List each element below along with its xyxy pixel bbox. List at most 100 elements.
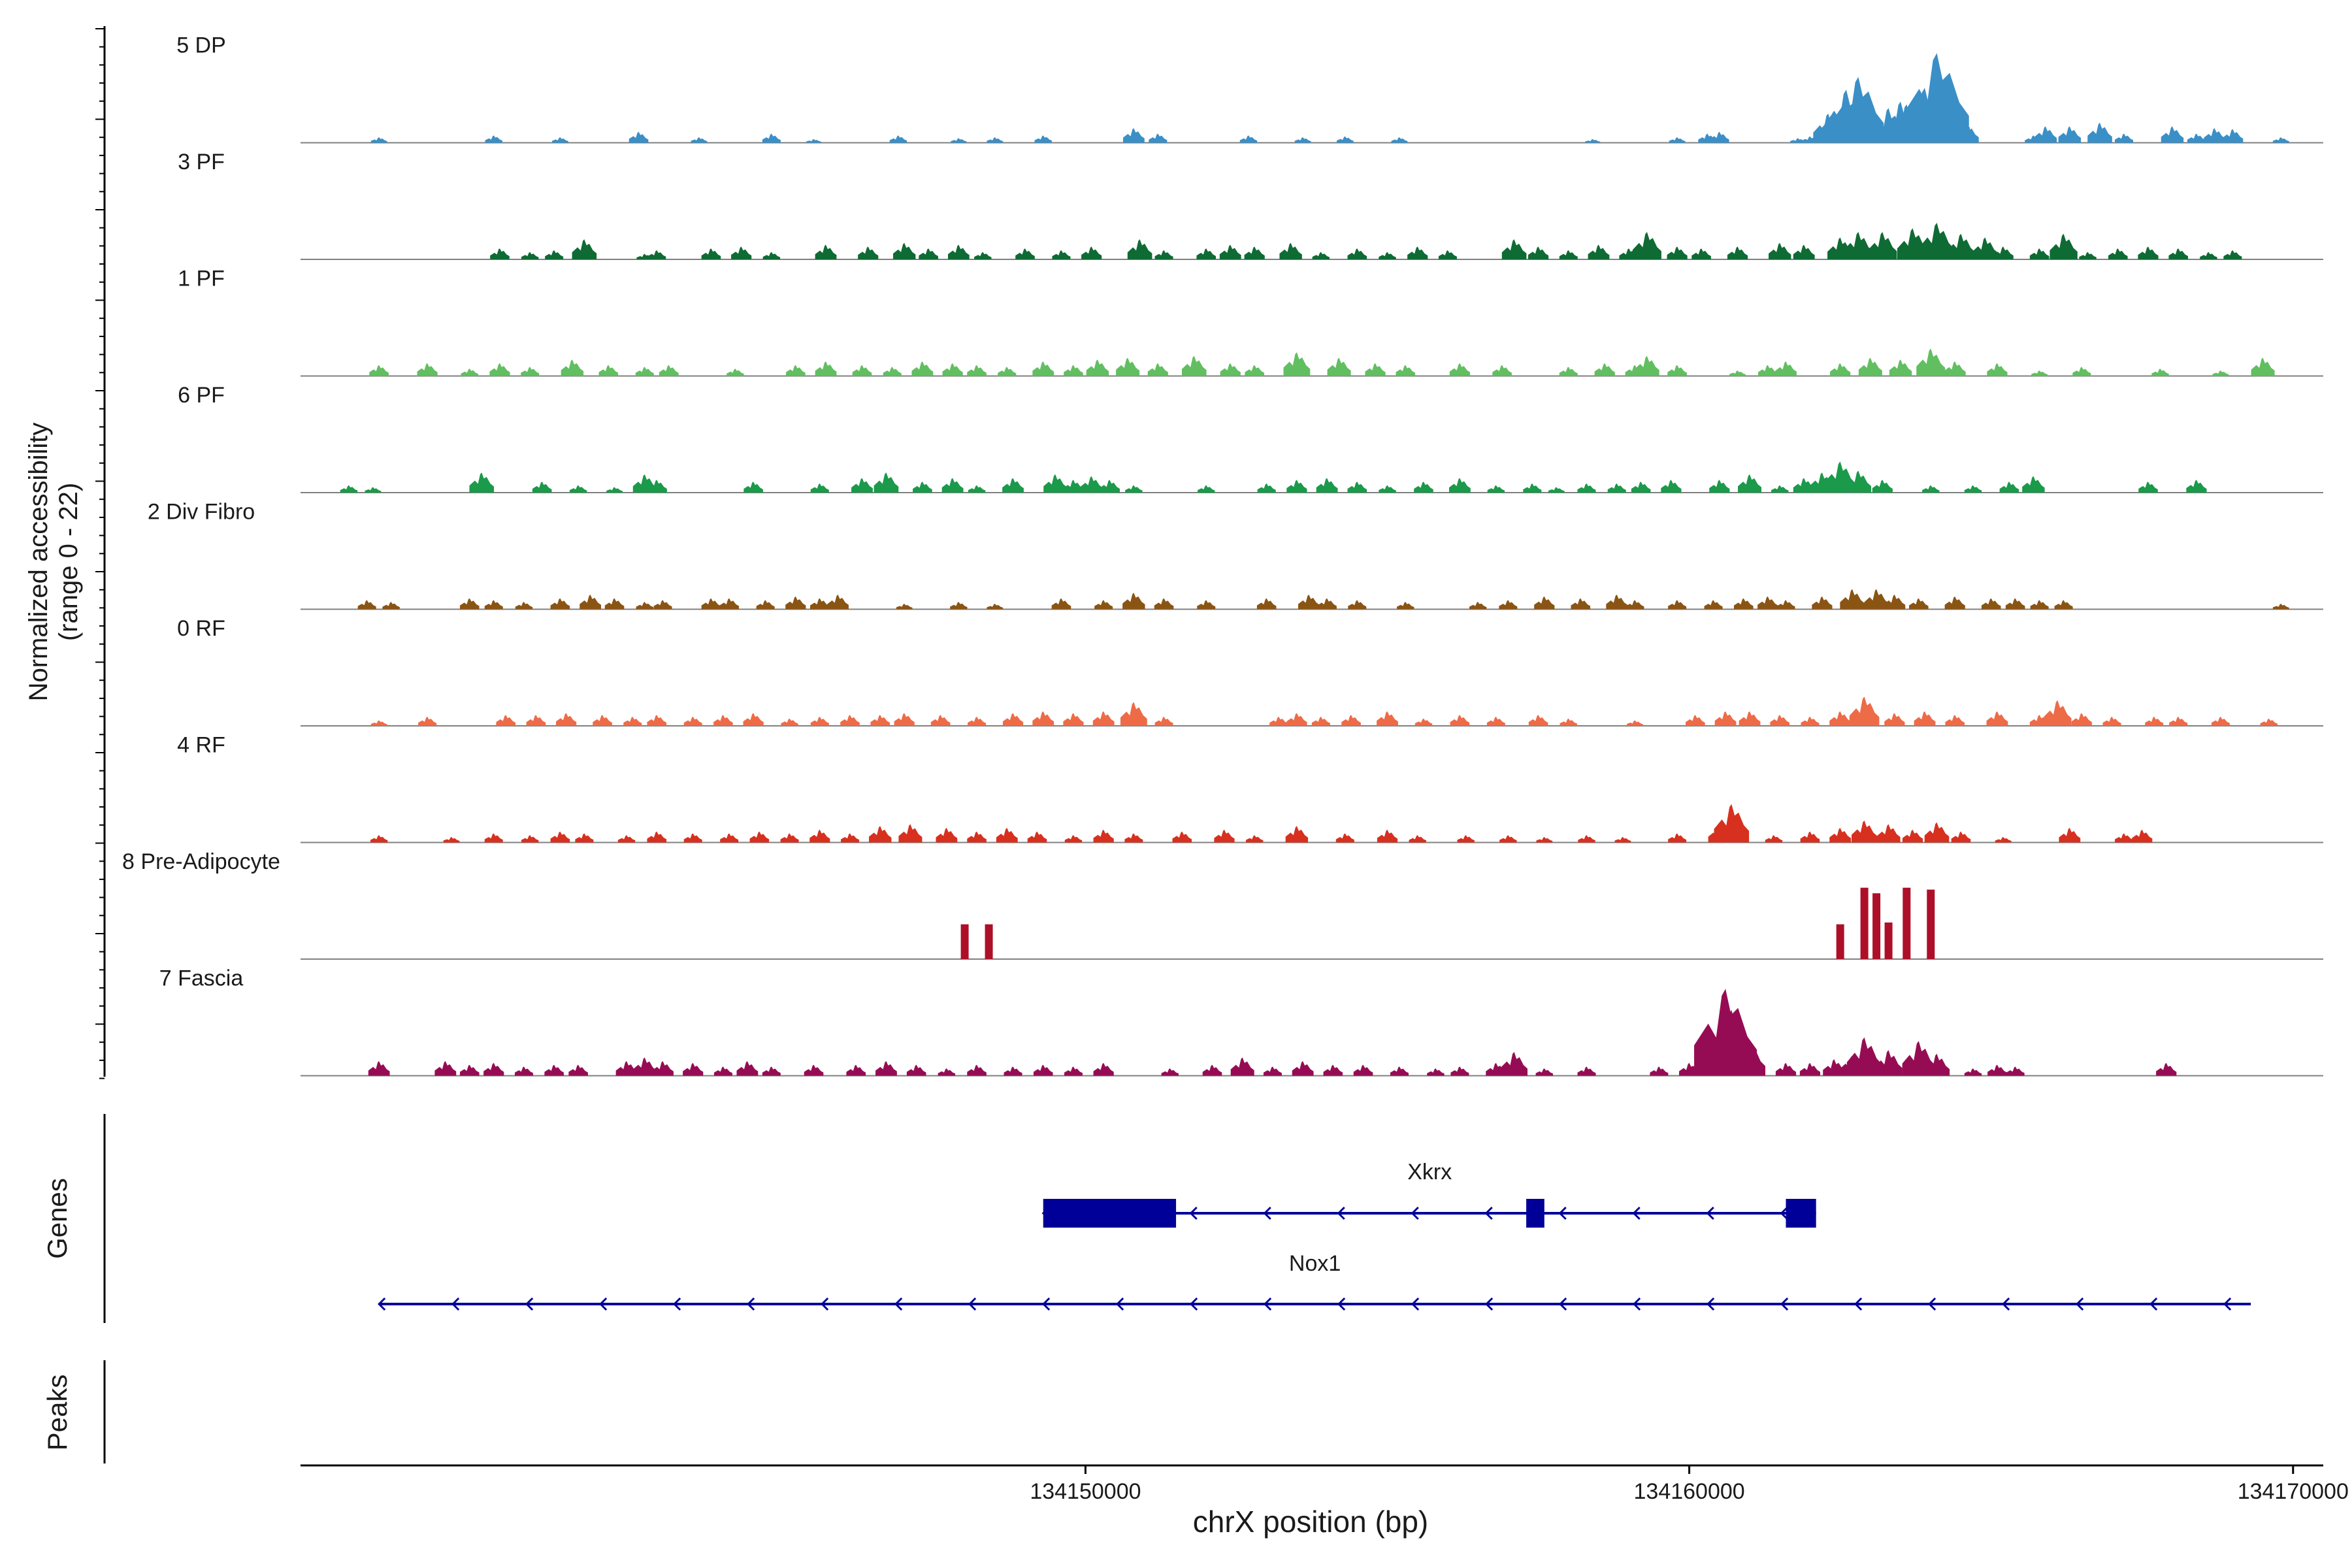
- genes-track-label: Genes: [42, 1178, 73, 1259]
- coverage-peak: [340, 485, 358, 493]
- coverage-peak: [2251, 357, 2275, 376]
- coverage-peak: [1909, 598, 1929, 610]
- coverage-peak: [1964, 485, 1982, 493]
- strand-arrow: [2076, 1297, 2084, 1311]
- coverage-peak: [869, 826, 892, 843]
- coverage-peak: [1450, 1066, 1469, 1076]
- coverage-peak: [2072, 367, 2091, 376]
- coverage-peak: [550, 831, 570, 843]
- coverage-peak: [1246, 835, 1264, 843]
- coverage-peak: [1257, 483, 1276, 493]
- coverage-peak: [417, 363, 438, 376]
- coverage-peak: [484, 833, 503, 843]
- track-8: 7 Fascia: [159, 966, 2323, 1077]
- coverage-peak: [841, 833, 860, 843]
- x-tick-label: 134160000: [1634, 1479, 1745, 1504]
- coverage-peak: [1578, 835, 1595, 843]
- coverage-peak: [1944, 596, 1965, 610]
- coverage-peak: [1669, 137, 1686, 143]
- track-label: 7 Fascia: [159, 966, 244, 991]
- coverage-peak: [1945, 715, 1965, 726]
- coverage-peak: [950, 602, 968, 610]
- coverage-peak: [1409, 835, 1426, 843]
- coverage-peak: [1830, 363, 1851, 376]
- gene-xkrx: Xkrx: [1041, 1160, 1816, 1228]
- coverage-peak: [1486, 717, 1505, 726]
- coverage-peak: [1799, 1062, 1821, 1076]
- coverage-peak: [968, 717, 987, 726]
- track-2: 1 PF: [178, 267, 2323, 377]
- coverage-peak: [1064, 365, 1083, 376]
- coverage-peak: [370, 835, 388, 843]
- coverage-peak: [1449, 478, 1471, 493]
- coverage-peak: [556, 713, 577, 726]
- coverage-peak: [713, 1066, 732, 1076]
- coverage-peak: [852, 365, 872, 376]
- coverage-peak: [1793, 244, 1815, 259]
- coverage-peak: [896, 604, 913, 610]
- coverage-peak: [1559, 250, 1578, 259]
- coverage-peak: [875, 1061, 897, 1076]
- coverage-peak: [1704, 600, 1723, 610]
- coverage-peak: [469, 472, 495, 493]
- coverage-peak: [1285, 826, 1309, 843]
- coverage-peak: [593, 715, 612, 726]
- coverage-peak: [1889, 359, 1912, 376]
- coverage-peak: [987, 604, 1004, 610]
- coverage-peak: [1981, 598, 2001, 610]
- coverage-peak: [1706, 1009, 1757, 1076]
- coverage-peak: [974, 252, 992, 259]
- coverage-peak: [1283, 352, 1311, 376]
- track-label: 0 RF: [177, 616, 225, 641]
- coverage-peak: [580, 595, 602, 610]
- coverage-peak: [1377, 711, 1398, 726]
- coverage-peak: [526, 715, 546, 726]
- coverage-peak: [1632, 232, 1661, 259]
- coverage-peak: [1995, 837, 2012, 843]
- coverage-peak: [2204, 128, 2226, 143]
- coverage-peak: [1124, 833, 1143, 843]
- coverage-peak: [2169, 717, 2188, 726]
- coverage-peak: [1999, 482, 2019, 493]
- coverage-peak: [809, 598, 830, 610]
- coverage-peak: [635, 367, 654, 376]
- coverage-peak: [606, 487, 623, 493]
- coverage-peak: [1347, 248, 1367, 259]
- coverage-peak: [2161, 126, 2184, 143]
- coverage-peak: [484, 600, 503, 610]
- coverage-peak: [1327, 357, 1351, 376]
- strand-arrow: [1706, 1206, 1714, 1220]
- coverage-peak: [1244, 246, 1265, 259]
- coverage-peak: [1161, 1068, 1179, 1076]
- coverage-peak: [683, 833, 702, 843]
- coverage-peak: [1202, 1064, 1222, 1076]
- strand-arrow: [1780, 1206, 1788, 1220]
- coverage-peak: [840, 715, 860, 726]
- track-0: 5 DP: [176, 33, 2323, 144]
- coverage-peak: [1469, 602, 1487, 610]
- coverage-peak: [898, 824, 923, 843]
- coverage-peak: [1081, 246, 1102, 259]
- coverage-peak: [1770, 715, 1790, 726]
- coverage-peak: [683, 1062, 704, 1076]
- coverage-peak: [967, 365, 987, 376]
- coverage-peak: [623, 717, 642, 726]
- coverage-peak: [1499, 835, 1517, 843]
- track-label: 1 PF: [178, 267, 225, 291]
- coverage-peak: [1294, 137, 1311, 143]
- coverage-peak: [1916, 348, 1946, 376]
- coverage-peak: [701, 248, 721, 259]
- track-label: 2 Div Fibro: [148, 500, 255, 525]
- coverage-peak: [1063, 480, 1084, 493]
- coverage-peak: [370, 720, 387, 726]
- track-label: 5 DP: [176, 33, 226, 58]
- coverage-peak: [762, 133, 781, 143]
- coverage-peak: [938, 1068, 956, 1076]
- strand-arrow: [1264, 1297, 1272, 1311]
- coverage-peak: [545, 250, 564, 259]
- coverage-peak: [1032, 711, 1054, 726]
- coverage-peak: [713, 715, 733, 726]
- coverage-peak: [1032, 361, 1054, 376]
- coverage-peak: [683, 717, 702, 726]
- coverage-peak: [1323, 1064, 1343, 1076]
